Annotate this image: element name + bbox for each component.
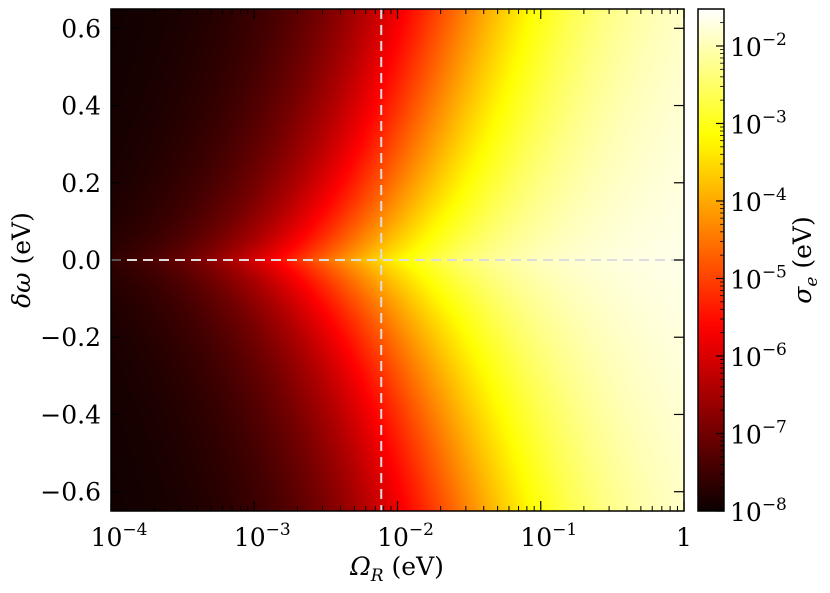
x-tick-label: 10−1 bbox=[520, 520, 577, 552]
x-axis: 10−4 10−3 10−2 10−1 1 bbox=[91, 9, 692, 552]
x-axis-label: ΩR (eV) bbox=[349, 552, 444, 586]
colorbar-tick-label: 10−6 bbox=[730, 340, 787, 372]
x-tick-label: 10−2 bbox=[377, 520, 434, 552]
heatmap-image bbox=[111, 9, 684, 511]
y-tick-label: 0.0 bbox=[61, 246, 101, 275]
x-tick-label: 1 bbox=[676, 523, 692, 552]
colorbar-tick-label: 10−3 bbox=[730, 107, 787, 139]
colorbar-tick-label: 10−4 bbox=[730, 185, 787, 217]
x-tick-label: 10−3 bbox=[234, 520, 291, 552]
y-tick-label: −0.6 bbox=[40, 478, 101, 507]
colorbar-tick-label: 10−7 bbox=[730, 417, 787, 449]
y-tick-label: −0.2 bbox=[40, 323, 101, 352]
colorbar-label: σe (eV) bbox=[788, 216, 822, 303]
y-axis: 0.6 0.4 0.2 0.0 −0.2 −0.4 −0.6 bbox=[40, 14, 684, 507]
y-tick-label: 0.4 bbox=[61, 92, 101, 121]
y-axis-label: δω (eV) bbox=[7, 212, 36, 308]
colorbar-axis: 10−8 10−7 10−6 10−5 10−4 10−3 10−2 bbox=[716, 8, 787, 527]
y-tick-label: 0.6 bbox=[61, 14, 101, 43]
colorbar-tick-label: 10−8 bbox=[730, 495, 787, 527]
y-tick-label: 0.2 bbox=[61, 169, 101, 198]
colorbar-tick-label: 10−2 bbox=[730, 30, 787, 62]
x-tick-label: 10−4 bbox=[91, 520, 148, 552]
colorbar bbox=[697, 8, 725, 512]
reference-lines bbox=[111, 9, 684, 511]
colorbar-tick-label: 10−5 bbox=[730, 262, 787, 294]
y-tick-label: −0.4 bbox=[40, 400, 101, 429]
